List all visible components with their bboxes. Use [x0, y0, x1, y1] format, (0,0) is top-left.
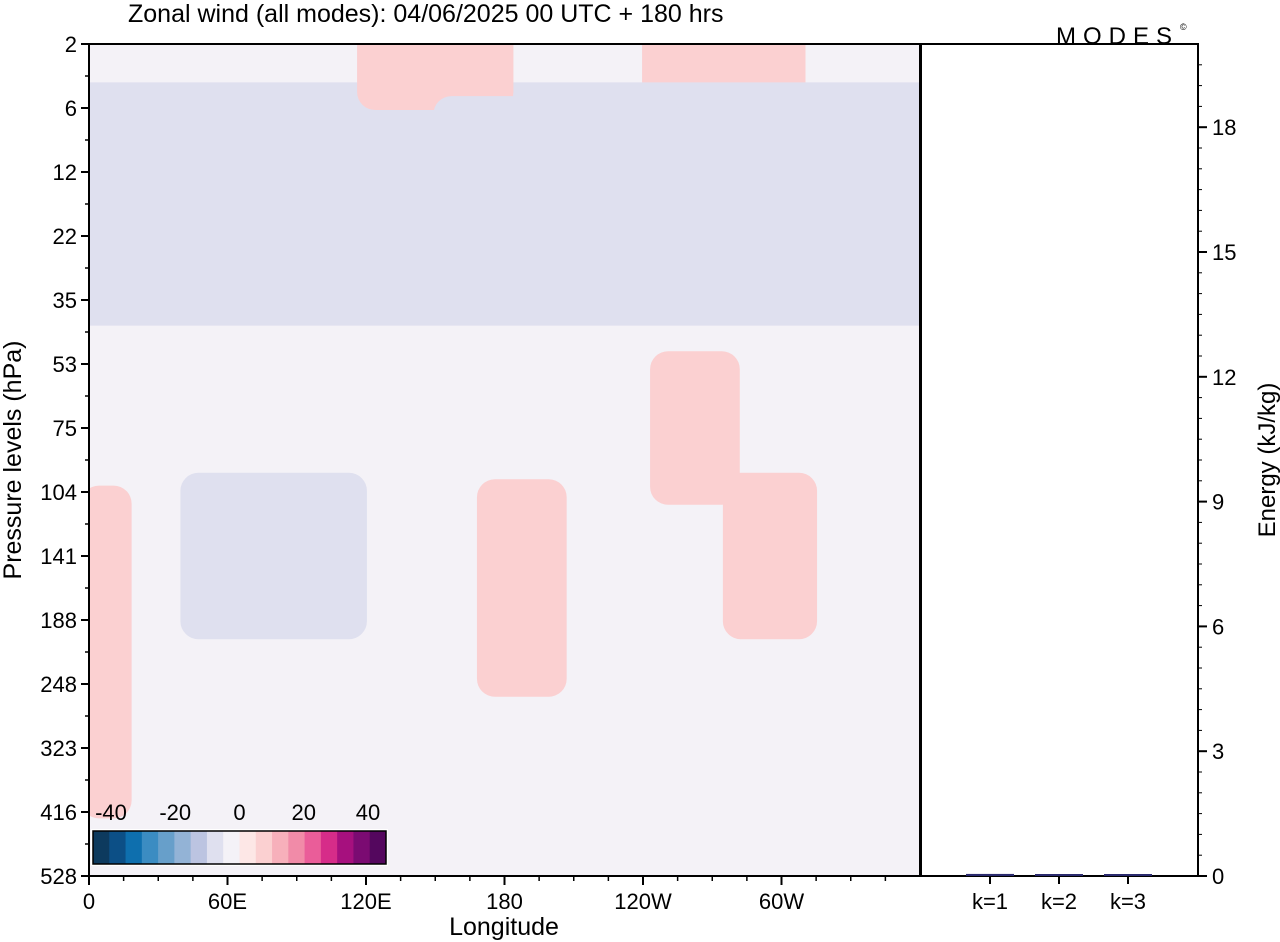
energy-x-tick-label: k=2: [1041, 889, 1077, 914]
energy-panel-frame: [920, 43, 1199, 877]
y-axis: 2 6 12 22 35 53 75 104 141 188 248 323 416 528: [40, 32, 89, 889]
energy-bar-k=1: [966, 873, 1014, 876]
colorbar-swatch: [141, 831, 159, 864]
colorbar-swatch: [353, 831, 371, 864]
x-tick-label: 60E: [208, 889, 247, 914]
colorbar-swatch: [272, 831, 289, 864]
y-tick-label: 53: [53, 352, 77, 377]
x-tick-label: 120W: [614, 889, 672, 914]
energy-bar-k=3: [1104, 874, 1152, 876]
x-tick-label: 60W: [759, 889, 804, 914]
energy-y-tick-label: 6: [1212, 614, 1224, 639]
energy-y-axis: 0 3 6 9 12 15 18: [1198, 64, 1236, 889]
y-tick-label: 12: [53, 160, 77, 185]
colorbar-swatch: [320, 831, 338, 864]
colorbar-swatch: [190, 831, 208, 864]
colorbar-tick-label: -20: [159, 800, 191, 825]
colorbar-swatch: [125, 831, 143, 864]
energy-y-tick-label: 9: [1212, 490, 1224, 515]
colorbar-swatch: [288, 831, 306, 864]
colorbar-swatch: [174, 831, 192, 864]
energy-x-axis: k=1 k=2 k=3: [972, 876, 1146, 914]
x-axis-label: Longitude: [449, 913, 559, 941]
y-tick-label: 323: [40, 736, 77, 761]
colorbar-swatch: [239, 831, 257, 864]
energy-x-tick-label: k=3: [1110, 889, 1146, 914]
energy-bars: [966, 873, 1152, 876]
y-tick-label: 141: [40, 544, 77, 569]
modes-logo-mark: ©: [1180, 22, 1187, 32]
colorbar-swatch: [93, 831, 110, 864]
colorbar-swatch: [337, 831, 354, 864]
x-axis: 0 60E 120E 180 120W 60W: [83, 876, 887, 914]
y-tick-label: 35: [53, 288, 77, 313]
y-tick-label: 104: [40, 480, 77, 505]
contour-region-7-level-5: [357, 44, 514, 110]
contour-region-5-level-5: [722, 472, 818, 640]
y-tick-label: 188: [40, 608, 77, 633]
energy-y-tick-label: 15: [1212, 240, 1236, 265]
colorbar-swatch: [304, 831, 322, 864]
colorbar-swatch: [158, 831, 175, 864]
colorbar-swatch: [255, 831, 273, 864]
y-tick-label: 75: [53, 416, 77, 441]
x-tick-label: 120E: [340, 889, 391, 914]
colorbar: -40 -20 0 20 40: [91, 800, 388, 866]
contour-region-4-level-5: [180, 472, 367, 640]
energy-y-tick-label: 18: [1212, 115, 1236, 140]
y-tick-label: 528: [40, 864, 77, 889]
energy-x-tick-label: k=1: [972, 889, 1008, 914]
colorbar-tick-label: -40: [95, 800, 127, 825]
colorbar-swatch: [206, 831, 224, 864]
contour-region-8-level-5: [433, 96, 680, 241]
contour-region-1-level-5: [476, 479, 567, 697]
y-tick-label: 22: [53, 224, 77, 249]
contour-region-0-level-5: [89, 485, 132, 819]
y-axis-label: Pressure levels (hPa): [0, 341, 27, 580]
colorbar-tick-label: 40: [356, 800, 380, 825]
energy-bar-k=2: [1035, 874, 1083, 876]
colorbar-swatch: [109, 831, 127, 864]
y-tick-label: 248: [40, 672, 77, 697]
energy-y-tick-label: 3: [1212, 739, 1224, 764]
colorbar-tick-label: 20: [292, 800, 316, 825]
colorbar-swatch: [223, 831, 240, 864]
colorbar-tick-label: 0: [233, 800, 245, 825]
y-tick-label: 416: [40, 800, 77, 825]
colorbar-frame: [92, 830, 387, 865]
colorbar-swatch: [369, 831, 387, 864]
x-tick-label: 180: [486, 889, 523, 914]
chart-title: Zonal wind (all modes): 04/06/2025 00 UT…: [128, 0, 723, 28]
energy-axis-label: Energy (kJ/kg): [1254, 383, 1280, 538]
y-tick-label: 6: [65, 96, 77, 121]
contour-region-2-level-5: [650, 351, 740, 505]
energy-y-tick-label: 12: [1212, 365, 1236, 390]
x-tick-label: 0: [83, 889, 95, 914]
contour-field: [89, 44, 920, 876]
y-tick-label: 2: [65, 32, 77, 57]
energy-y-tick-label: 0: [1212, 864, 1224, 889]
